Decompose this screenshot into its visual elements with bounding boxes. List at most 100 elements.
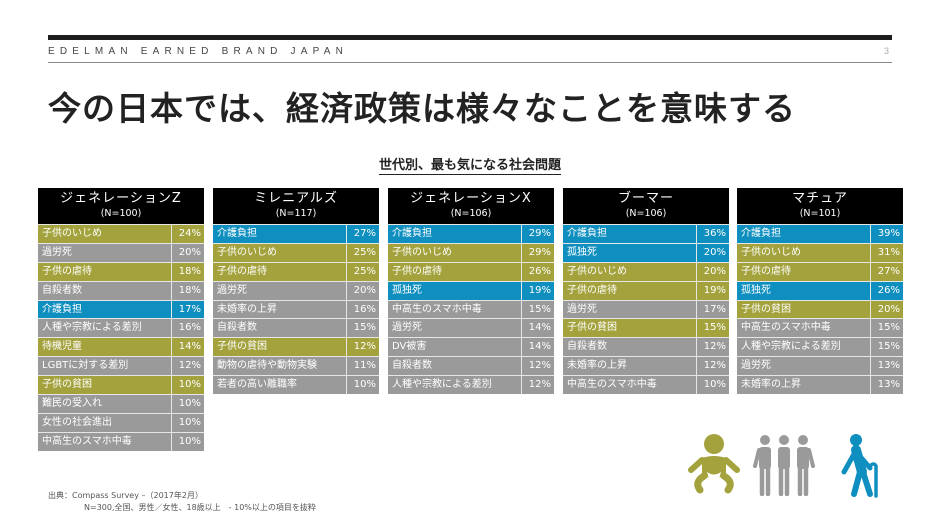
issue-label: 中高生のスマホ中毒	[563, 376, 697, 395]
table-row: 若者の高い離職率 10%	[213, 375, 379, 395]
sample-size: (N=117)	[275, 208, 317, 219]
issue-percentage: 14%	[528, 322, 551, 334]
issue-percentage: 24%	[178, 228, 201, 239]
table-row: 子供のいじめ 20%	[563, 261, 729, 281]
generation-table: ブーマー (N=106) 介護負担 36% 孤独死 20% 子供のいじめ 20% 子供の虐待 19…	[563, 188, 729, 395]
issue-percentage: 26%	[877, 284, 900, 296]
table-row: 過労死 17%	[563, 299, 729, 319]
issue-percentage: 29%	[528, 246, 551, 258]
table-row: 未婚率の上昇 13%	[737, 375, 903, 395]
issue-label: 子供の貧困	[563, 319, 697, 338]
issue-label: 中高生のスマホ中毒	[38, 432, 172, 451]
issue-percentage: 15%	[353, 322, 376, 334]
table-row: 子供のいじめ 31%	[737, 242, 903, 262]
issue-label: 動物の虐待や動物実験	[213, 357, 347, 376]
issue-percentage: 12%	[703, 360, 726, 372]
issue-label: 未婚率の上昇	[737, 376, 871, 395]
issue-label: 自殺者数	[213, 319, 347, 338]
issue-percentage: 20%	[877, 303, 900, 315]
issue-percentage: 25%	[353, 265, 376, 277]
generation-name: ミレニアルズ	[254, 191, 338, 206]
issue-label: 過労死	[388, 319, 522, 338]
table-row: 子供の貧困 20%	[737, 299, 903, 319]
issue-label: DV被害	[388, 338, 522, 357]
header-divider	[48, 62, 892, 63]
generation-name: ブーマー	[617, 191, 674, 206]
issue-percentage: 16%	[353, 303, 376, 315]
issue-percentage: 36%	[703, 228, 726, 239]
issue-percentage: 10%	[353, 379, 376, 391]
table-row: 子供の貧困 12%	[213, 337, 379, 357]
issue-label: 子供の虐待	[38, 262, 172, 281]
elderly-person-with-cane-icon	[841, 434, 878, 498]
issue-percentage: 11%	[353, 360, 376, 372]
issue-percentage: 10%	[178, 416, 201, 428]
issue-percentage: 12%	[703, 341, 726, 353]
table-row: 孤独死 20%	[563, 242, 729, 262]
issue-percentage: 13%	[877, 379, 900, 391]
brand-label: EDELMAN EARNED BRAND JAPAN	[48, 46, 349, 57]
table-row: 自殺者数 12%	[563, 337, 729, 357]
issue-percentage: 18%	[178, 265, 201, 277]
issue-percentage: 25%	[353, 246, 376, 258]
table-row: 孤独死 26%	[737, 280, 903, 300]
issue-percentage: 31%	[877, 246, 900, 258]
generation-name: ジェネレーションX	[410, 191, 532, 206]
issue-label: 介護負担	[737, 225, 871, 243]
table-row: 子供の虐待 27%	[737, 261, 903, 281]
generation-table-header: マチュア (N=101)	[737, 188, 903, 224]
issue-label: 未婚率の上昇	[213, 300, 347, 319]
issue-label: 子供の貧困	[737, 300, 871, 319]
table-row: 待機児童 14%	[38, 337, 204, 357]
table-row: 未婚率の上昇 12%	[563, 356, 729, 376]
issue-label: 過労死	[213, 281, 347, 300]
table-row: 子供の虐待 19%	[563, 280, 729, 300]
issue-percentage: 26%	[528, 265, 551, 277]
table-row: 過労死 20%	[38, 242, 204, 262]
issue-label: 人種や宗教による差別	[388, 376, 522, 395]
issue-percentage: 10%	[178, 379, 201, 391]
issue-label: 中高生のスマホ中毒	[388, 300, 522, 319]
chart-subtitle: 世代別、最も気になる社会問題	[0, 154, 940, 175]
issue-percentage: 18%	[178, 284, 201, 296]
sample-size: (N=106)	[450, 208, 492, 219]
issue-percentage: 12%	[528, 379, 551, 391]
table-row: 子供のいじめ 29%	[388, 242, 554, 262]
baby-icon	[688, 434, 740, 494]
table-row: 中高生のスマホ中毒 10%	[38, 431, 204, 451]
issue-label: 子供のいじめ	[388, 243, 522, 262]
table-row: 女性の社会進出 10%	[38, 412, 204, 432]
generation-table-header: ミレニアルズ (N=117)	[213, 188, 379, 224]
issue-percentage: 19%	[703, 284, 726, 296]
page-number: 3	[884, 46, 890, 56]
table-row: 自殺者数 18%	[38, 280, 204, 300]
table-row: 難民の受入れ 10%	[38, 394, 204, 413]
generation-name: ジェネレーションZ	[60, 191, 182, 206]
issue-label: 子供の虐待	[388, 262, 522, 281]
sample-size: (N=106)	[625, 208, 667, 219]
issue-label: LGBTに対する差別	[38, 357, 172, 376]
issue-percentage: 15%	[877, 322, 900, 334]
issue-percentage: 16%	[178, 322, 201, 334]
issue-percentage: 29%	[528, 228, 551, 239]
table-row: 自殺者数 12%	[388, 356, 554, 376]
generation-table-header: ブーマー (N=106)	[563, 188, 729, 224]
table-row: 過労死 13%	[737, 356, 903, 376]
issue-percentage: 13%	[877, 360, 900, 372]
table-row: 子供のいじめ 25%	[213, 242, 379, 262]
issue-label: 子供のいじめ	[38, 225, 172, 243]
issue-label: 人種や宗教による差別	[38, 319, 172, 338]
table-row: 介護負担 17%	[38, 299, 204, 319]
generation-icons	[686, 432, 896, 504]
table-row: 介護負担 29%	[388, 224, 554, 243]
issue-label: 子供の貧困	[213, 338, 347, 357]
table-row: 介護負担 39%	[737, 224, 903, 243]
issue-label: 子供の貧困	[38, 376, 172, 395]
table-row: 過労死 20%	[213, 280, 379, 300]
table-row: 過労死 14%	[388, 318, 554, 338]
issue-label: 子供の虐待	[563, 281, 697, 300]
issue-percentage: 20%	[703, 246, 726, 258]
table-row: 介護負担 36%	[563, 224, 729, 243]
generation-table: ジェネレーションX (N=106) 介護負担 29% 子供のいじめ 29% 子供の虐待 26%…	[388, 188, 554, 395]
sample-size: (N=101)	[799, 208, 841, 219]
